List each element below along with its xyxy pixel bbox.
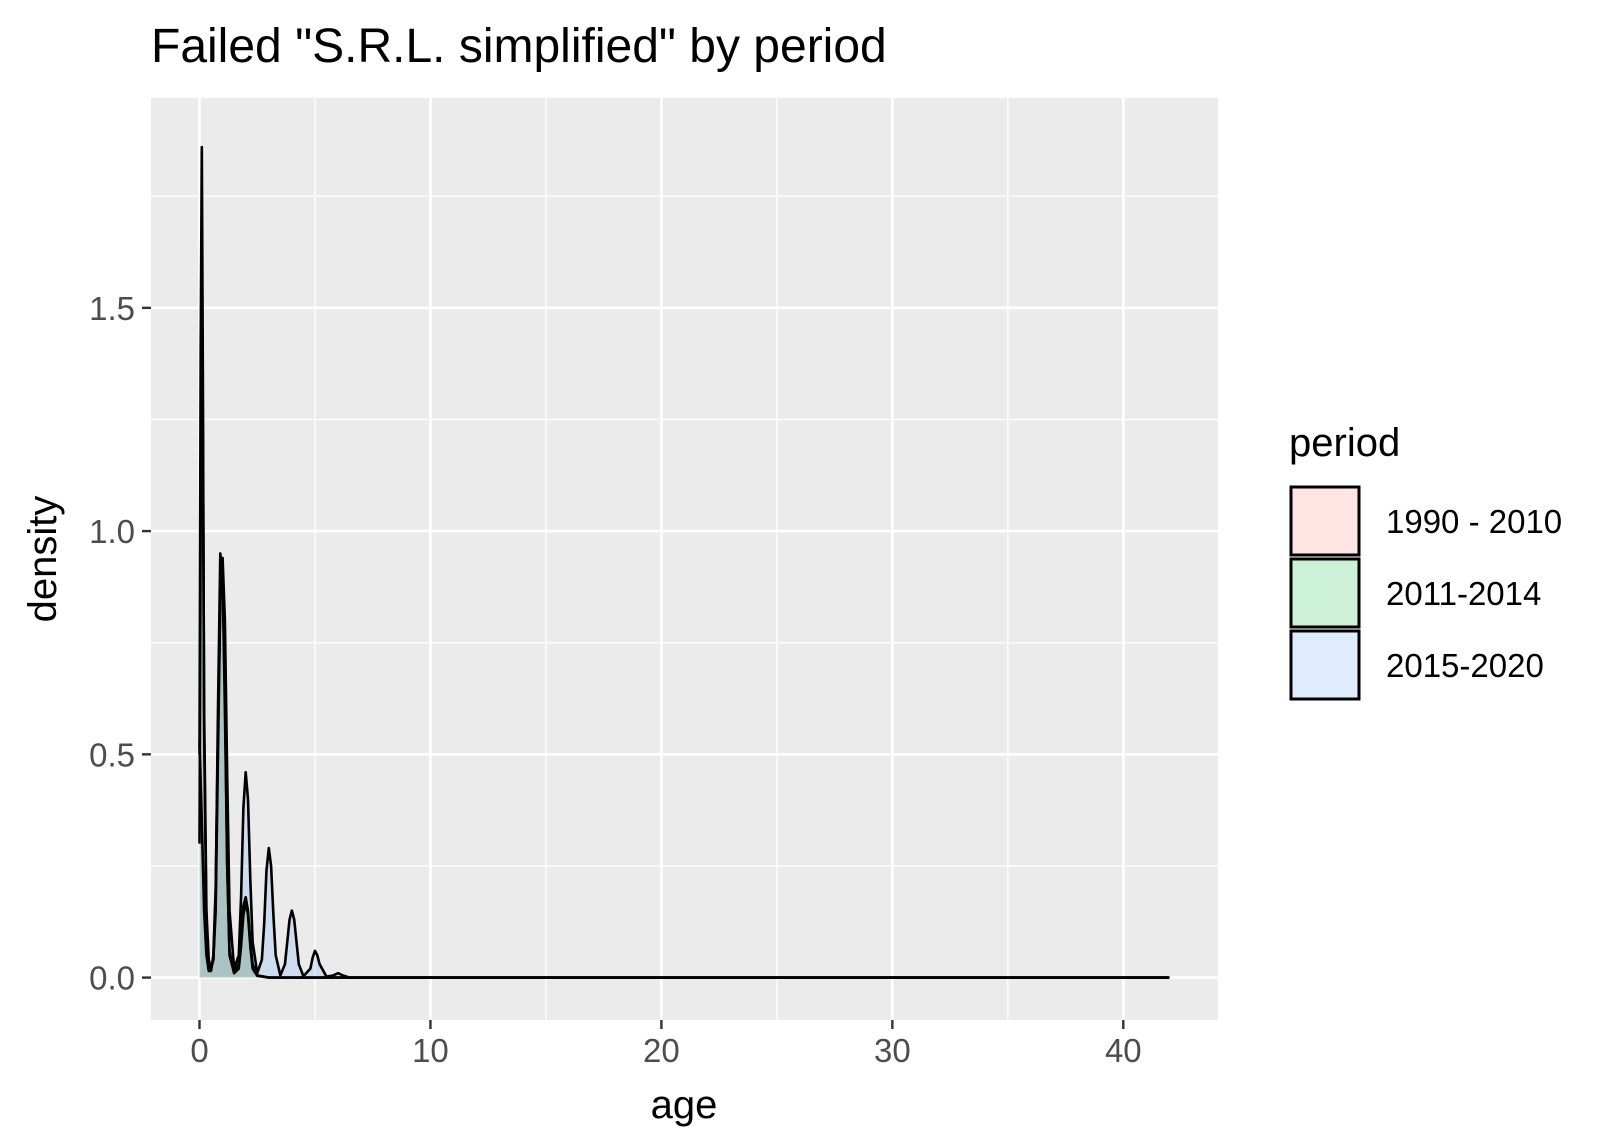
x-axis-title: age [651,1083,718,1127]
x-tick-label: 0 [190,1032,208,1069]
plot-panel [151,98,1218,1020]
y-axis-title: density [21,496,65,623]
legend-title: period [1289,421,1400,465]
y-tick-label: 0.0 [89,960,135,997]
y-tick-label: 1.5 [89,290,135,327]
x-axis: 0 10 20 30 40 [190,1020,1142,1069]
density-outlines [198,145,1170,979]
legend-key-swatch [1289,629,1361,701]
legend-key-label: 2011-2014 [1386,575,1541,612]
legend-key-label: 2015-2020 [1386,647,1544,684]
y-axis: 0.0 0.5 1.0 1.5 [89,290,151,997]
density-line-2 [198,145,1170,979]
y-tick-label: 0.5 [89,736,135,773]
x-tick-label: 40 [1105,1032,1142,1069]
y-tick-label: 1.0 [89,513,135,550]
legend-key-background [1291,559,1359,627]
chart-title: Failed "S.R.L. simplified" by period [151,20,887,73]
x-tick-label: 30 [874,1032,911,1069]
legend: period 1990 - 2010 2011-2014 2015-2020 [1289,421,1562,701]
legend-key-swatch [1289,485,1361,557]
x-tick-label: 20 [643,1032,680,1069]
minor-gridlines [151,98,1218,1020]
legend-key-background [1291,487,1359,555]
density-line-3 [198,556,1170,979]
x-tick-label: 10 [412,1032,449,1069]
legend-key-swatch [1289,557,1361,629]
legend-key-background [1291,631,1359,699]
legend-key-label: 1990 - 2010 [1386,503,1562,540]
legend-keys: 1990 - 2010 2011-2014 2015-2020 [1289,485,1562,701]
